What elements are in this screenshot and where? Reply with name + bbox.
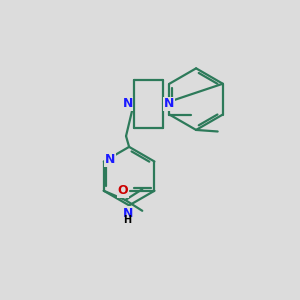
Text: N: N <box>164 97 174 110</box>
Text: N: N <box>122 97 133 110</box>
Text: N: N <box>105 154 115 166</box>
Text: H: H <box>124 215 132 225</box>
Text: N: N <box>122 207 133 220</box>
Text: O: O <box>118 184 128 197</box>
